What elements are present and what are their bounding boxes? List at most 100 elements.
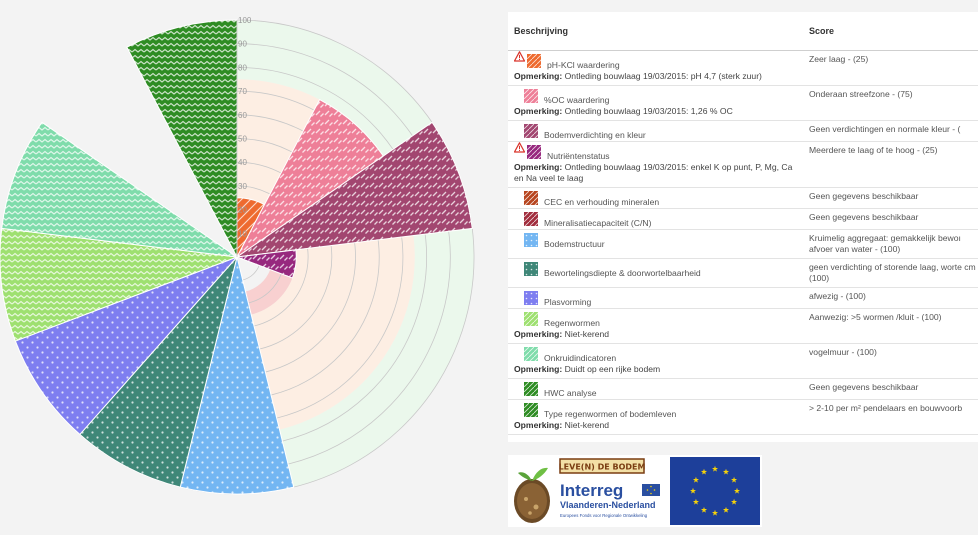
description-cell: HWC analyse bbox=[508, 378, 803, 400]
score-cell: Geen verdichtingen en normale kleur - ( bbox=[803, 120, 978, 142]
table-body: pH-KCl waardering Opmerking: Ontleding bo… bbox=[508, 50, 978, 435]
eu-star bbox=[700, 506, 708, 513]
logo-strip: LEVE(N) DE BODEM Interreg Vlaanderen-Ned… bbox=[508, 455, 762, 527]
eu-star bbox=[711, 509, 719, 516]
svg-text:Vlaanderen-Nederland: Vlaanderen-Nederland bbox=[560, 500, 656, 510]
tick-label-40: 40 bbox=[238, 158, 247, 167]
remark-text: Ontleding bouwlaag 19/03/2015: enkel K o… bbox=[514, 162, 793, 183]
leven-de-bodem-logo: LEVE(N) DE BODEM bbox=[559, 458, 645, 474]
chart-tick-labels: 10 20 30 40 50 60 70 80 90 100 bbox=[236, 16, 252, 257]
eu-star bbox=[722, 506, 730, 513]
table-row: Nutriëntenstatus Opmerking: Ontleding bou… bbox=[508, 141, 978, 188]
score-cell: vogelmuur - (100) bbox=[803, 343, 978, 379]
svg-text:Interreg: Interreg bbox=[560, 481, 623, 500]
score-panel: Beschrijving Score pH-KCl waardering Opme… bbox=[508, 12, 978, 442]
description-cell: %OC waardering Opmerking: Ontleding bouwl… bbox=[508, 85, 803, 121]
remark-text: Ontleding bouwlaag 19/03/2015: 1,26 % OC bbox=[562, 106, 733, 116]
remark-text: Niet-kerend bbox=[562, 329, 610, 339]
remark-label: Opmerking: bbox=[514, 420, 563, 430]
table-row: Onkruidindicatoren Opmerking: Duidt op ee… bbox=[508, 343, 978, 379]
legend-swatch bbox=[524, 124, 538, 138]
table-row: Bodemverdichting en kleur Geen verdichtin… bbox=[508, 120, 978, 142]
legend-swatch bbox=[527, 54, 541, 68]
wedge-bewortelingsdiepte-doorwortelbaarheid[interactable] bbox=[79, 256, 238, 488]
header-description: Beschrijving bbox=[508, 12, 803, 51]
remark-text: Ontleding bouwlaag 19/03/2015: pH 4,7 (s… bbox=[562, 71, 762, 81]
description-cell: Plasvorming bbox=[508, 287, 803, 309]
warning-icon bbox=[514, 51, 525, 62]
legend-swatch bbox=[524, 382, 538, 396]
eu-star bbox=[692, 498, 699, 505]
description-cell: Bodemstructuur bbox=[508, 229, 803, 259]
logos-svg: LEVE(N) DE BODEM Interreg Vlaanderen-Ned… bbox=[514, 457, 760, 525]
remark: Opmerking: Ontleding bouwlaag 19/03/2015… bbox=[514, 106, 797, 117]
legend-swatch bbox=[524, 191, 538, 205]
remark-label: Opmerking: bbox=[514, 364, 563, 374]
remark: Opmerking: Ontleding bouwlaag 19/03/2015… bbox=[514, 71, 797, 82]
legend-swatch bbox=[524, 312, 538, 326]
remark: Opmerking: Ontleding bouwlaag 19/03/2015… bbox=[514, 162, 797, 184]
chart-svg: 10 20 30 40 50 60 70 80 90 100 bbox=[0, 16, 475, 495]
wedge-regenwormen[interactable] bbox=[0, 227, 238, 342]
eu-flag bbox=[670, 457, 760, 525]
parameter-name: pH-KCl waardering bbox=[547, 60, 620, 70]
svg-text:Europees Fonds voor Regionale: Europees Fonds voor Regionale Ontwikkeli… bbox=[560, 513, 648, 518]
table-row: CEC en verhouding mineralen Geen gegevens… bbox=[508, 187, 978, 209]
eu-star bbox=[722, 468, 730, 475]
table-row: Plasvorming afwezig - (100) bbox=[508, 287, 978, 309]
description-cell: Mineralisatiecapaciteit (C/N) bbox=[508, 208, 803, 230]
score-cell: Kruimelig aggregaat: gemakkelijk bewoı a… bbox=[803, 229, 978, 259]
description-cell: CEC en verhouding mineralen bbox=[508, 187, 803, 209]
parameter-name: Plasvorming bbox=[544, 297, 592, 307]
score-cell: Onderaan streefzone - (75) bbox=[803, 85, 978, 121]
wedge-onkruidindicatoren[interactable] bbox=[1, 121, 238, 258]
legend-swatch bbox=[524, 89, 538, 103]
score-cell: Meerdere te laag of te hoog - (25) bbox=[803, 141, 978, 188]
legend-swatch bbox=[524, 403, 538, 417]
parameter-name: Regenwormen bbox=[544, 318, 600, 328]
table-row: Mineralisatiecapaciteit (C/N) Geen gegeve… bbox=[508, 208, 978, 230]
description-cell: pH-KCl waardering Opmerking: Ontleding bo… bbox=[508, 50, 803, 86]
tick-label-90: 90 bbox=[238, 40, 247, 49]
score-cell: > 2-10 per m² pendelaars en bouwvoorb bbox=[803, 399, 978, 435]
tick-label-20: 20 bbox=[238, 206, 247, 215]
description-cell: Onkruidindicatoren Opmerking: Duidt op ee… bbox=[508, 343, 803, 379]
parameter-name: CEC en verhouding mineralen bbox=[544, 197, 660, 207]
eu-star bbox=[689, 487, 697, 494]
parameter-name: Bodemverdichting en kleur bbox=[544, 130, 646, 140]
tick-label-30: 30 bbox=[238, 182, 247, 191]
table-row: Bodemstructuur Kruimelig aggregaat: gemak… bbox=[508, 229, 978, 259]
table-header-row: Beschrijving Score bbox=[508, 12, 978, 51]
remark-label: Opmerking: bbox=[514, 106, 563, 116]
eu-star bbox=[733, 487, 741, 494]
score-cell: geen verdichting of storende laag, worte… bbox=[803, 258, 978, 288]
parameter-name: Nutriëntenstatus bbox=[547, 151, 610, 161]
legend-swatch bbox=[527, 145, 541, 159]
interreg-logo: Interreg Vlaanderen-Nederland Europees F… bbox=[560, 481, 660, 518]
score-cell: Zeer laag - (25) bbox=[803, 50, 978, 86]
score-cell: Geen gegevens beschikbaar bbox=[803, 378, 978, 400]
header-score: Score bbox=[803, 12, 978, 51]
wedge-plasvorming[interactable] bbox=[14, 256, 238, 436]
legend-swatch bbox=[524, 262, 538, 276]
wedge-bodemverdichting-en-kleur[interactable] bbox=[236, 121, 473, 258]
wedge-bodemstructuur[interactable] bbox=[179, 256, 295, 495]
table-row: HWC analyse Geen gegevens beschikbaar bbox=[508, 378, 978, 400]
tick-label-50: 50 bbox=[238, 135, 247, 144]
tick-label-80: 80 bbox=[238, 63, 247, 72]
eu-star bbox=[692, 476, 699, 483]
eu-stars bbox=[689, 465, 741, 516]
tick-label-10: 10 bbox=[238, 229, 247, 238]
parameter-name: Type regenwormen of bodemleven bbox=[544, 409, 677, 419]
parameter-name: Mineralisatiecapaciteit (C/N) bbox=[544, 218, 652, 228]
wedge-type-regenwormen-of-bodemleven[interactable] bbox=[126, 19, 238, 258]
table-row: Type regenwormen of bodemleven Opmerking:… bbox=[508, 399, 978, 435]
legend-swatch bbox=[524, 291, 538, 305]
description-cell: Regenwormen Opmerking: Niet-kerend bbox=[508, 308, 803, 344]
legend-swatch bbox=[524, 233, 538, 247]
legend-swatch bbox=[524, 347, 538, 361]
wedge-nutri-ntenstatus[interactable] bbox=[236, 249, 297, 279]
score-cell: afwezig - (100) bbox=[803, 287, 978, 309]
parameter-name: Bodemstructuur bbox=[544, 239, 605, 249]
target-zone-0 bbox=[79, 20, 475, 494]
